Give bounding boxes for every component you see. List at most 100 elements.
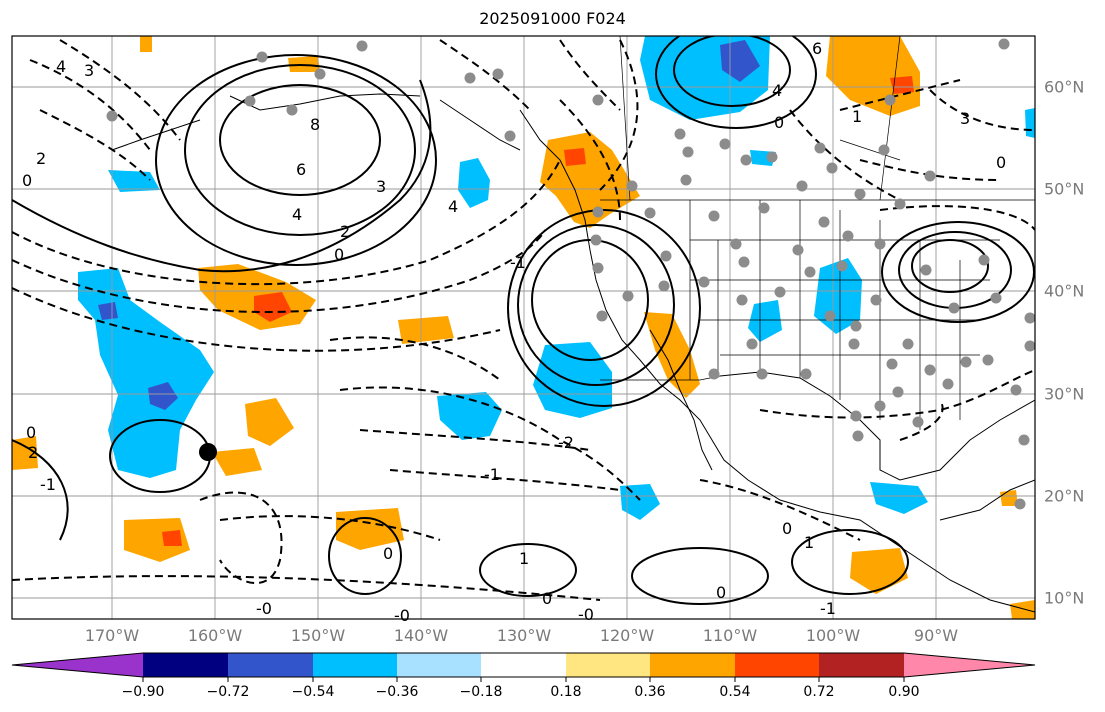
colorbar-segment: [397, 653, 481, 677]
contour-label: 0: [774, 113, 784, 132]
latitude-label: 40°N: [1044, 281, 1085, 301]
contour-label: 0: [383, 544, 393, 563]
negative-anomaly-area: [108, 170, 160, 192]
contour-label: -0: [394, 606, 410, 625]
latitude-label: 50°N: [1044, 179, 1085, 199]
latitude-label: 20°N: [1044, 486, 1085, 506]
longitude-label: 170°W: [84, 626, 140, 645]
contour-label: -0: [578, 605, 594, 624]
contour-label: 1: [852, 107, 862, 126]
colorbar-tick-label: −0.36: [375, 684, 419, 700]
longitude-label: 90°W: [913, 626, 959, 645]
colorbar-segment: [566, 653, 650, 677]
colorbar-segment: [228, 653, 313, 677]
contour-label: 1: [519, 549, 529, 568]
colorbar-tick-label: 0.72: [803, 684, 835, 700]
contour-label: -2: [558, 433, 574, 452]
contour-label: 0: [782, 519, 792, 538]
latitude-label: 30°N: [1044, 384, 1085, 404]
colorbar-tick-label: −0.54: [291, 684, 335, 700]
contour-label: 2: [340, 222, 350, 241]
colorbar-tick-label: 0.90: [888, 684, 920, 700]
contour-label: 0: [334, 245, 344, 264]
positive-anomaly-area: [1010, 600, 1035, 619]
contour-label: 3: [376, 177, 386, 196]
dashed-contours: [12, 39, 1035, 601]
negative-anomaly-area: [870, 482, 928, 514]
contour-labels: 4 3 2 0 8 6 4 3 2 0 -1 4 4 0 1 6 0 3 -2 …: [22, 39, 1006, 625]
longitude-label: 130°W: [496, 626, 552, 645]
contour-label: -0: [256, 599, 272, 618]
contour-label: 1: [804, 533, 814, 552]
latitude-label: 10°N: [1044, 588, 1085, 608]
positive-anomaly-area: [398, 316, 454, 344]
contour-label: 3: [84, 61, 94, 80]
negative-anomaly-area: [1025, 108, 1035, 138]
negative-anomaly-area: [748, 300, 782, 342]
colorbar: [11, 652, 1036, 682]
contour-label: 2: [36, 149, 46, 168]
colorbar-tick-label: 0.18: [550, 684, 582, 700]
positive-anomaly-area: [124, 518, 190, 562]
longitude-label: 110°W: [702, 626, 758, 645]
coastlines: [111, 93, 1035, 613]
contour-label: -1: [820, 599, 836, 618]
positive-anomaly-area: [12, 436, 38, 470]
marked-location: [199, 443, 217, 461]
contour-label: 0: [716, 583, 726, 602]
strong-positive-core: [890, 76, 914, 94]
strong-positive-core: [162, 530, 182, 546]
strong-positive-core: [254, 292, 292, 322]
negative-anomaly-area: [458, 158, 490, 208]
positive-anomaly-area: [644, 312, 700, 398]
colorbar-tick-label: 0.54: [719, 684, 751, 700]
colorbar-segment: [12, 653, 143, 677]
longitude-label: 140°W: [393, 626, 449, 645]
longitude-label: 100°W: [805, 626, 861, 645]
colorbar-tick-label: −0.72: [206, 684, 250, 700]
negative-anomaly-area: [533, 342, 612, 418]
longitude-label: 120°W: [599, 626, 655, 645]
colorbar-segment: [481, 653, 566, 677]
positive-anomaly-area: [245, 398, 294, 446]
contour-label: 4: [56, 57, 66, 76]
contour-label: -1: [40, 475, 56, 494]
contour-label: 0: [996, 153, 1006, 172]
station-markers: [106, 38, 1035, 510]
colorbar-segment: [650, 653, 735, 677]
strong-positive-core: [564, 148, 586, 166]
negative-anomaly-area: [620, 484, 660, 520]
longitude-label: 160°W: [187, 626, 243, 645]
colorbar-segment: [904, 653, 1035, 677]
contour-label: 4: [448, 197, 458, 216]
contour-label: 0: [542, 589, 552, 608]
map-background: [12, 36, 1035, 619]
colorbar-tick-label: 0.36: [634, 684, 666, 700]
colorbar-segment: [143, 653, 228, 677]
contour-label: 2: [28, 443, 38, 462]
contour-label: -1: [510, 253, 526, 272]
strong-negative-core: [98, 302, 118, 320]
colorbar-segment: [735, 653, 819, 677]
latitude-label: 60°N: [1044, 77, 1085, 97]
positive-anomaly-area: [212, 448, 262, 476]
contour-label: 6: [812, 39, 822, 58]
contour-label: 6: [296, 160, 306, 179]
colorbar-tick-label: −0.18: [459, 684, 503, 700]
positive-anomaly-area: [288, 56, 320, 72]
positive-anomaly-area: [140, 36, 152, 52]
longitude-label: 150°W: [290, 626, 346, 645]
colorbar-segment: [819, 653, 904, 677]
positive-anomaly-area: [336, 508, 404, 550]
strong-negative-core: [148, 382, 178, 410]
contour-label: 8: [310, 115, 320, 134]
contour-label: -1: [484, 465, 500, 484]
lat-lon-grid: [12, 36, 1035, 619]
contour-label: 4: [292, 205, 302, 224]
map-title: 2025091000 F024: [479, 9, 626, 28]
map-frame: [11, 35, 1036, 620]
contour-label: 3: [960, 109, 970, 128]
contour-label: 0: [26, 423, 36, 442]
contour-label: 4: [772, 81, 782, 100]
